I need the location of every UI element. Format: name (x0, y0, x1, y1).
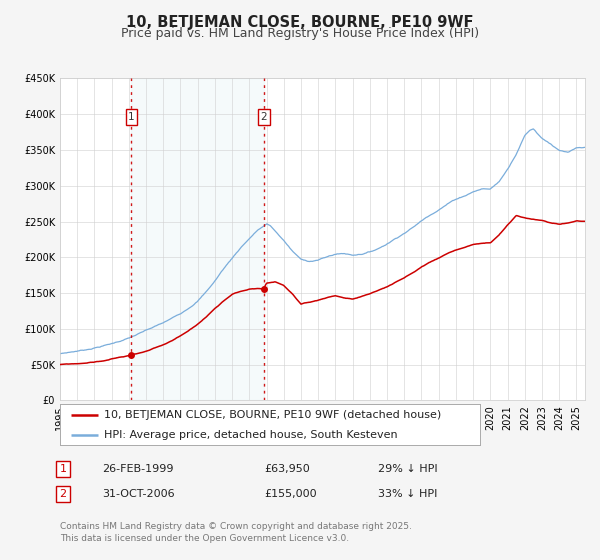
Text: 10, BETJEMAN CLOSE, BOURNE, PE10 9WF (detached house): 10, BETJEMAN CLOSE, BOURNE, PE10 9WF (de… (104, 410, 442, 420)
Text: £155,000: £155,000 (264, 489, 317, 499)
Text: 1: 1 (128, 112, 135, 122)
Text: 10, BETJEMAN CLOSE, BOURNE, PE10 9WF: 10, BETJEMAN CLOSE, BOURNE, PE10 9WF (126, 15, 474, 30)
Text: 2: 2 (260, 112, 267, 122)
Text: Price paid vs. HM Land Registry's House Price Index (HPI): Price paid vs. HM Land Registry's House … (121, 27, 479, 40)
Text: 31-OCT-2006: 31-OCT-2006 (102, 489, 175, 499)
Text: 26-FEB-1999: 26-FEB-1999 (102, 464, 173, 474)
Text: 29% ↓ HPI: 29% ↓ HPI (378, 464, 437, 474)
Text: HPI: Average price, detached house, South Kesteven: HPI: Average price, detached house, Sout… (104, 430, 398, 440)
Text: 2: 2 (59, 489, 67, 499)
Text: £63,950: £63,950 (264, 464, 310, 474)
Text: 33% ↓ HPI: 33% ↓ HPI (378, 489, 437, 499)
Text: Contains HM Land Registry data © Crown copyright and database right 2025.
This d: Contains HM Land Registry data © Crown c… (60, 522, 412, 543)
Text: 1: 1 (59, 464, 67, 474)
Bar (131, 78, 263, 400)
